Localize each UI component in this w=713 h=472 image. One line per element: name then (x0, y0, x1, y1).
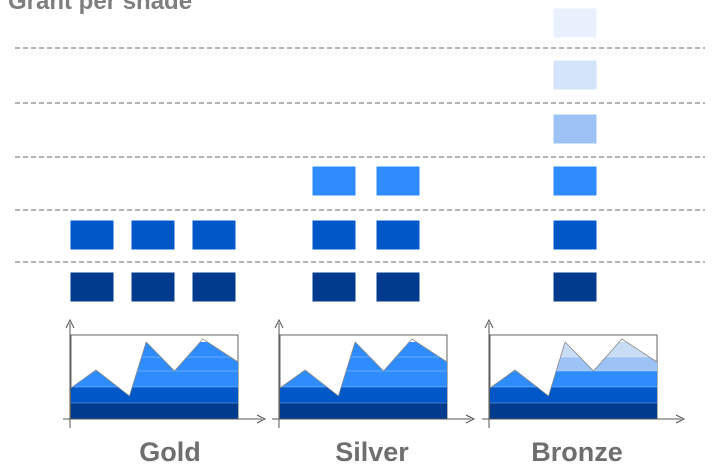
tier-label-bronze: Bronze (531, 437, 623, 467)
area-outline-silver (279, 338, 448, 397)
area-band-gold (71, 403, 238, 419)
shade-square-bronze (552, 271, 598, 303)
shade-square-gold (130, 219, 176, 251)
shade-square-silver (375, 271, 421, 303)
shade-square-bronze (552, 165, 598, 197)
shade-square-gold (69, 219, 115, 251)
shade-square-silver (375, 165, 421, 197)
shade-square-silver (311, 271, 357, 303)
area-band-silver (280, 371, 447, 387)
x-axis-arrow-silver (465, 414, 476, 424)
shade-square-bronze (552, 59, 598, 91)
x-axis-arrow-gold (256, 414, 267, 424)
y-axis-arrow-silver (274, 318, 284, 329)
area-band-gold (71, 387, 238, 403)
shade-square-gold (130, 271, 176, 303)
area-outline-gold (70, 338, 239, 397)
shade-square-bronze (552, 113, 598, 145)
area-band-silver (280, 403, 447, 419)
area-band-bronze (490, 371, 657, 387)
area-band-bronze (490, 387, 657, 403)
y-axis-arrow-bronze (484, 318, 494, 329)
tier-label-silver: Silver (335, 437, 409, 467)
y-axis-arrow-gold (65, 318, 75, 329)
shade-square-bronze (552, 219, 598, 251)
area-outline-bronze (489, 338, 658, 397)
shade-square-gold (69, 271, 115, 303)
area-band-silver (280, 387, 447, 403)
shade-square-bronze (552, 7, 598, 39)
shade-square-gold (191, 271, 237, 303)
shade-square-silver (311, 219, 357, 251)
shade-square-silver (375, 219, 421, 251)
shade-square-gold (191, 219, 237, 251)
page-title: Grant per shade (8, 0, 193, 15)
x-axis-arrow-bronze (675, 414, 686, 424)
tier-label-gold: Gold (139, 437, 201, 467)
shade-square-silver (311, 165, 357, 197)
area-band-gold (71, 371, 238, 387)
area-band-bronze (490, 403, 657, 419)
